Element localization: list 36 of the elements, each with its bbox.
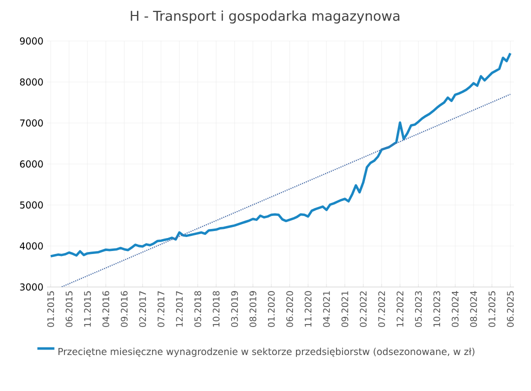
x-tick-label: 05.2023 bbox=[415, 291, 422, 328]
x-tick-label: 09.2016 bbox=[120, 291, 128, 328]
x-tick-label: 11.2015 bbox=[84, 291, 91, 327]
x-tick-label: 12.2022 bbox=[396, 291, 404, 327]
line-series bbox=[61, 94, 511, 287]
x-tick-label: 10.2018 bbox=[212, 291, 220, 327]
x-tick-label: 08.2019 bbox=[250, 291, 256, 328]
x-tick-label: 01.2020 bbox=[268, 291, 275, 328]
x-tick-label: 06.2015 bbox=[66, 291, 72, 328]
x-tick-label: 06.2020 bbox=[286, 291, 294, 328]
y-tick-label: 3000 bbox=[20, 283, 43, 291]
x-tick-label: 06.2025 bbox=[506, 291, 514, 328]
x-tick-label: 03.2019 bbox=[231, 291, 238, 328]
x-tick-label: 09.2021 bbox=[341, 291, 348, 328]
x-tick-label: 04.2021 bbox=[323, 291, 330, 328]
y-tick-label: 8000 bbox=[20, 78, 43, 86]
x-tick-label: 03.2024 bbox=[452, 291, 459, 328]
x-tick-label: 11.2020 bbox=[304, 291, 312, 327]
chart-title: H - Transport i gospodarka magazynowa bbox=[130, 10, 400, 24]
x-tick-label: 10.2023 bbox=[433, 291, 440, 327]
x-tick-label: 08.2024 bbox=[470, 291, 477, 328]
x-tick-label: 07.2017 bbox=[158, 291, 164, 328]
x-tick-label: 07.2022 bbox=[378, 291, 386, 328]
x-tick-label: 04.2016 bbox=[102, 291, 110, 328]
x-tick-label: 05.2018 bbox=[194, 291, 202, 328]
x-tick-label: 01.2015 bbox=[47, 291, 54, 328]
y-tick-label: 4000 bbox=[20, 242, 43, 250]
y-tick-label: 9000 bbox=[20, 37, 43, 45]
x-tick-label: 02.2022 bbox=[360, 291, 367, 328]
y-tick-label: 6000 bbox=[20, 160, 43, 168]
x-tick-label: 01.2025 bbox=[488, 291, 496, 328]
y-tick-label: 5000 bbox=[20, 201, 43, 209]
x-tick-label: 12.2017 bbox=[176, 291, 183, 327]
y-tick-label: 7000 bbox=[20, 119, 43, 127]
legend-label: Przeciętne miesięczne wynagrodzenie w sektorze przedsiębiorstw (odsezonowane, w zł) bbox=[58, 348, 474, 357]
x-tick-label: 02.2017 bbox=[139, 291, 146, 328]
